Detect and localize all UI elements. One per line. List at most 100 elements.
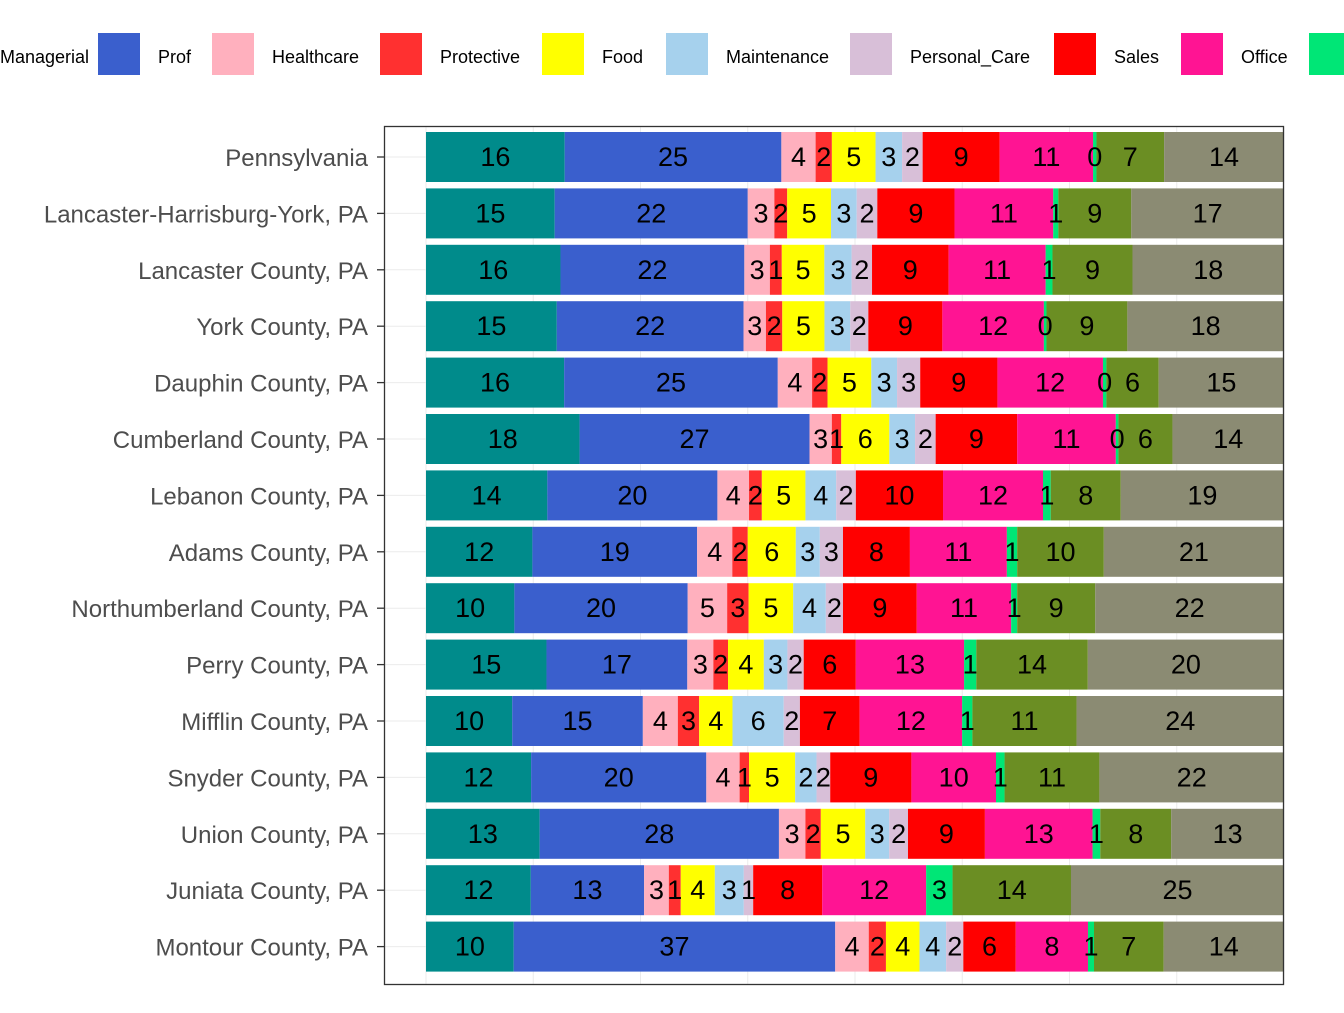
data-label: 6	[751, 706, 766, 736]
data-label: 5	[765, 762, 780, 792]
data-label: 2	[859, 198, 874, 228]
bar-segment-series-12	[1164, 132, 1284, 182]
bar-segment-series-12	[1120, 470, 1284, 521]
bar-segment-sales	[830, 752, 912, 803]
bar-segment-series-10	[1102, 357, 1107, 408]
bar-segment-personal-care	[902, 132, 923, 182]
data-label: 5	[700, 593, 715, 623]
bar-segment-managerial	[426, 357, 565, 408]
data-label: 12	[859, 875, 889, 905]
bar-segment-series-12	[1099, 752, 1284, 803]
legend-key-sales	[1054, 33, 1096, 75]
y-tick-label: York County, PA	[196, 314, 368, 341]
data-label: 22	[637, 255, 667, 285]
data-label: 0	[1038, 311, 1053, 341]
bar-segment-maintenance	[793, 583, 826, 634]
bar-segment-managerial	[426, 752, 532, 803]
data-label: 4	[787, 368, 802, 398]
data-label: 12	[978, 480, 1008, 510]
data-label: 13	[468, 819, 498, 849]
bar-segment-healthcare	[642, 696, 678, 746]
data-label: 22	[1175, 593, 1205, 623]
data-label: 3	[722, 875, 737, 905]
data-label: 11	[1038, 762, 1066, 792]
data-label: 9	[898, 311, 913, 341]
bar-segment-personal-care	[819, 526, 843, 577]
data-label: 3	[830, 311, 845, 341]
bar-segment-food	[885, 921, 920, 972]
bar-segment-personal-care	[816, 752, 831, 803]
legend-key-prof	[98, 33, 140, 75]
bar-segment-personal-care	[787, 639, 804, 690]
bar-segment-series-11	[952, 865, 1071, 916]
y-tick-label: Lebanon County, PA	[150, 483, 368, 510]
bar-segment-series-11	[1004, 752, 1100, 803]
data-label: 3	[895, 424, 910, 454]
y-tick-label: Lancaster-Harrisburg-York, PA	[44, 201, 368, 228]
data-label: 17	[602, 650, 632, 680]
data-label: 2	[812, 368, 827, 398]
bar-segment-managerial	[426, 808, 540, 859]
data-label: 16	[480, 142, 510, 172]
bar-segment-personal-care	[783, 696, 800, 746]
data-label: 25	[658, 142, 688, 172]
data-label: 3	[901, 368, 916, 398]
bar-segment-sales	[803, 639, 856, 690]
legend-label: Healthcare	[272, 47, 359, 67]
data-label: 24	[1165, 706, 1195, 736]
bar-segment-healthcare	[743, 301, 766, 352]
data-label: 11	[983, 255, 1011, 285]
bar-segment-protective	[668, 865, 681, 916]
legend-label: Prof	[158, 47, 192, 67]
bar-segment-series-11	[1094, 921, 1164, 972]
bar-segment-prof	[564, 132, 782, 182]
data-label: 10	[939, 762, 969, 792]
data-label: 2	[852, 311, 867, 341]
data-label: 5	[796, 311, 811, 341]
bar-segment-sales	[907, 808, 985, 859]
bar-segment-maintenance	[805, 470, 837, 521]
bar-segment-managerial	[426, 921, 514, 972]
bar-segment-protective	[739, 752, 750, 803]
bar-segment-series-12	[1158, 357, 1284, 408]
bar-segment-maintenance	[824, 301, 851, 352]
data-label: 1	[741, 875, 756, 905]
bar-segment-prof	[532, 526, 698, 577]
data-label: 10	[455, 593, 485, 623]
bar-segment-series-11	[1017, 583, 1096, 634]
bar-segment-series-10	[1043, 470, 1051, 521]
bar-segment-maintenance	[830, 188, 857, 239]
data-label: 5	[842, 368, 857, 398]
data-label: 20	[604, 762, 634, 792]
bar-segment-sales	[842, 526, 910, 577]
legend-label: Maintenance	[726, 47, 829, 67]
data-label: 3	[824, 537, 839, 567]
bar-segment-food	[748, 583, 794, 634]
data-label: 7	[1121, 932, 1136, 962]
bar-segment-protective	[774, 188, 788, 239]
bar-segment-office	[916, 583, 1012, 634]
data-label: 14	[1017, 650, 1047, 680]
data-label: 22	[1177, 762, 1207, 792]
data-label: 5	[846, 142, 861, 172]
bar-segment-managerial	[426, 414, 580, 464]
data-label: 3	[877, 368, 892, 398]
bar-segment-maintenance	[871, 357, 898, 408]
data-label: 6	[822, 650, 837, 680]
data-label: 3	[813, 424, 828, 454]
bar-segment-series-11	[1052, 244, 1133, 295]
data-label: 3	[830, 255, 845, 285]
data-label: 4	[708, 706, 723, 736]
legend-label: Managerial	[0, 47, 89, 67]
legend-label: Protective	[440, 47, 520, 67]
data-label: 17	[1193, 198, 1223, 228]
bar-segment-healthcare	[778, 808, 806, 859]
bar-segment-sales	[935, 414, 1018, 464]
bar-segment-maintenance	[795, 752, 817, 803]
bar-segment-series-10	[1043, 301, 1047, 352]
data-label: 1	[1042, 255, 1057, 285]
bar-segment-office	[822, 865, 927, 916]
bar-segment-personal-care	[825, 583, 843, 634]
bar-segment-healthcare	[809, 414, 832, 464]
